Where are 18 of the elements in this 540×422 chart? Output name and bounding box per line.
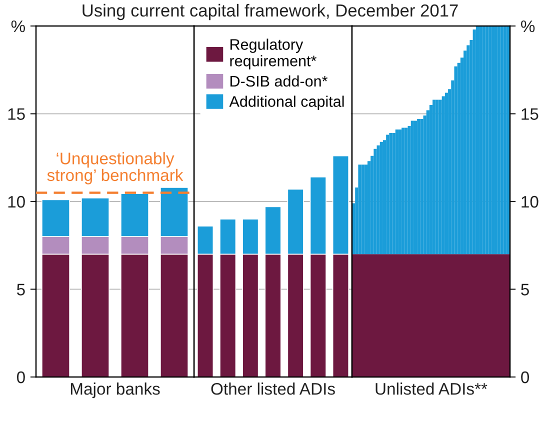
text: Using current capital framework, December 2017 [82,4,458,20]
ref-line-label: ‘Unquestionably strong’ benchmark [47,152,184,184]
x-axis-title: Other listed ADIs [211,382,335,395]
y-tick-label: 10 [8,196,25,208]
y-tick-label: 15 [522,108,538,120]
y-tick-label: 15 [8,108,25,120]
legend-label: D-SIB add-on* [230,75,328,87]
y-tick-label: 0 [16,371,25,384]
y-tick-label: 0 [521,371,530,384]
y-tick-label: 5 [16,284,25,296]
x-axis-title: Major banks [70,382,160,398]
legend-label: Regulatory requirement* [230,38,316,70]
y-tick-label: 10 [522,196,538,208]
y-tick-label: 5 [521,284,529,296]
legend-label: Additional capital [229,96,344,110]
y-tick-label: % [521,20,535,32]
y-tick-label: % [11,20,25,32]
x-axis-title: Unlisted ADIs** [376,382,488,395]
